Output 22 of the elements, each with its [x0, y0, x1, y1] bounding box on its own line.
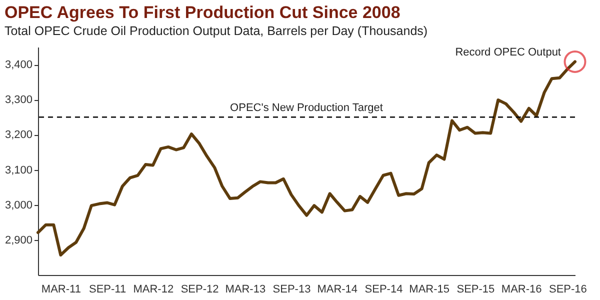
x-tick-label: SEP-12 — [180, 284, 219, 296]
x-tick-label: MAR-11 — [41, 284, 81, 296]
chart-title: OPEC Agrees To First Production Cut Since 2008 — [4, 3, 400, 22]
ref-line-label: OPEC's New Production Target — [230, 102, 383, 114]
y-tick-label: 3,100 — [4, 164, 32, 176]
x-tick-label: MAR-15 — [409, 284, 450, 296]
x-tick-label: SEP-15 — [456, 284, 495, 296]
x-tick-label: SEP-16 — [548, 284, 587, 296]
y-tick-label: 3,300 — [4, 94, 32, 106]
x-tick-label: SEP-14 — [364, 284, 403, 296]
x-tick-label: SEP-11 — [89, 284, 126, 296]
chart-subtitle: Total OPEC Crude Oil Production Output Data, Barrels per Day (Thousands) — [4, 24, 428, 38]
y-tick-label: 2,900 — [4, 234, 32, 246]
x-tick-label: MAR-16 — [501, 284, 542, 296]
x-tick-label: MAR-12 — [133, 284, 174, 296]
y-tick-label: 3,000 — [4, 199, 32, 212]
x-tick-label: SEP-13 — [272, 284, 311, 296]
annotation: Record OPEC Output — [455, 46, 561, 59]
y-tick-label: 3,200 — [4, 129, 32, 142]
y-tick-label: 3,400 — [4, 59, 32, 72]
x-tick-label: MAR-13 — [225, 284, 266, 296]
x-tick-label: MAR-14 — [317, 284, 358, 296]
